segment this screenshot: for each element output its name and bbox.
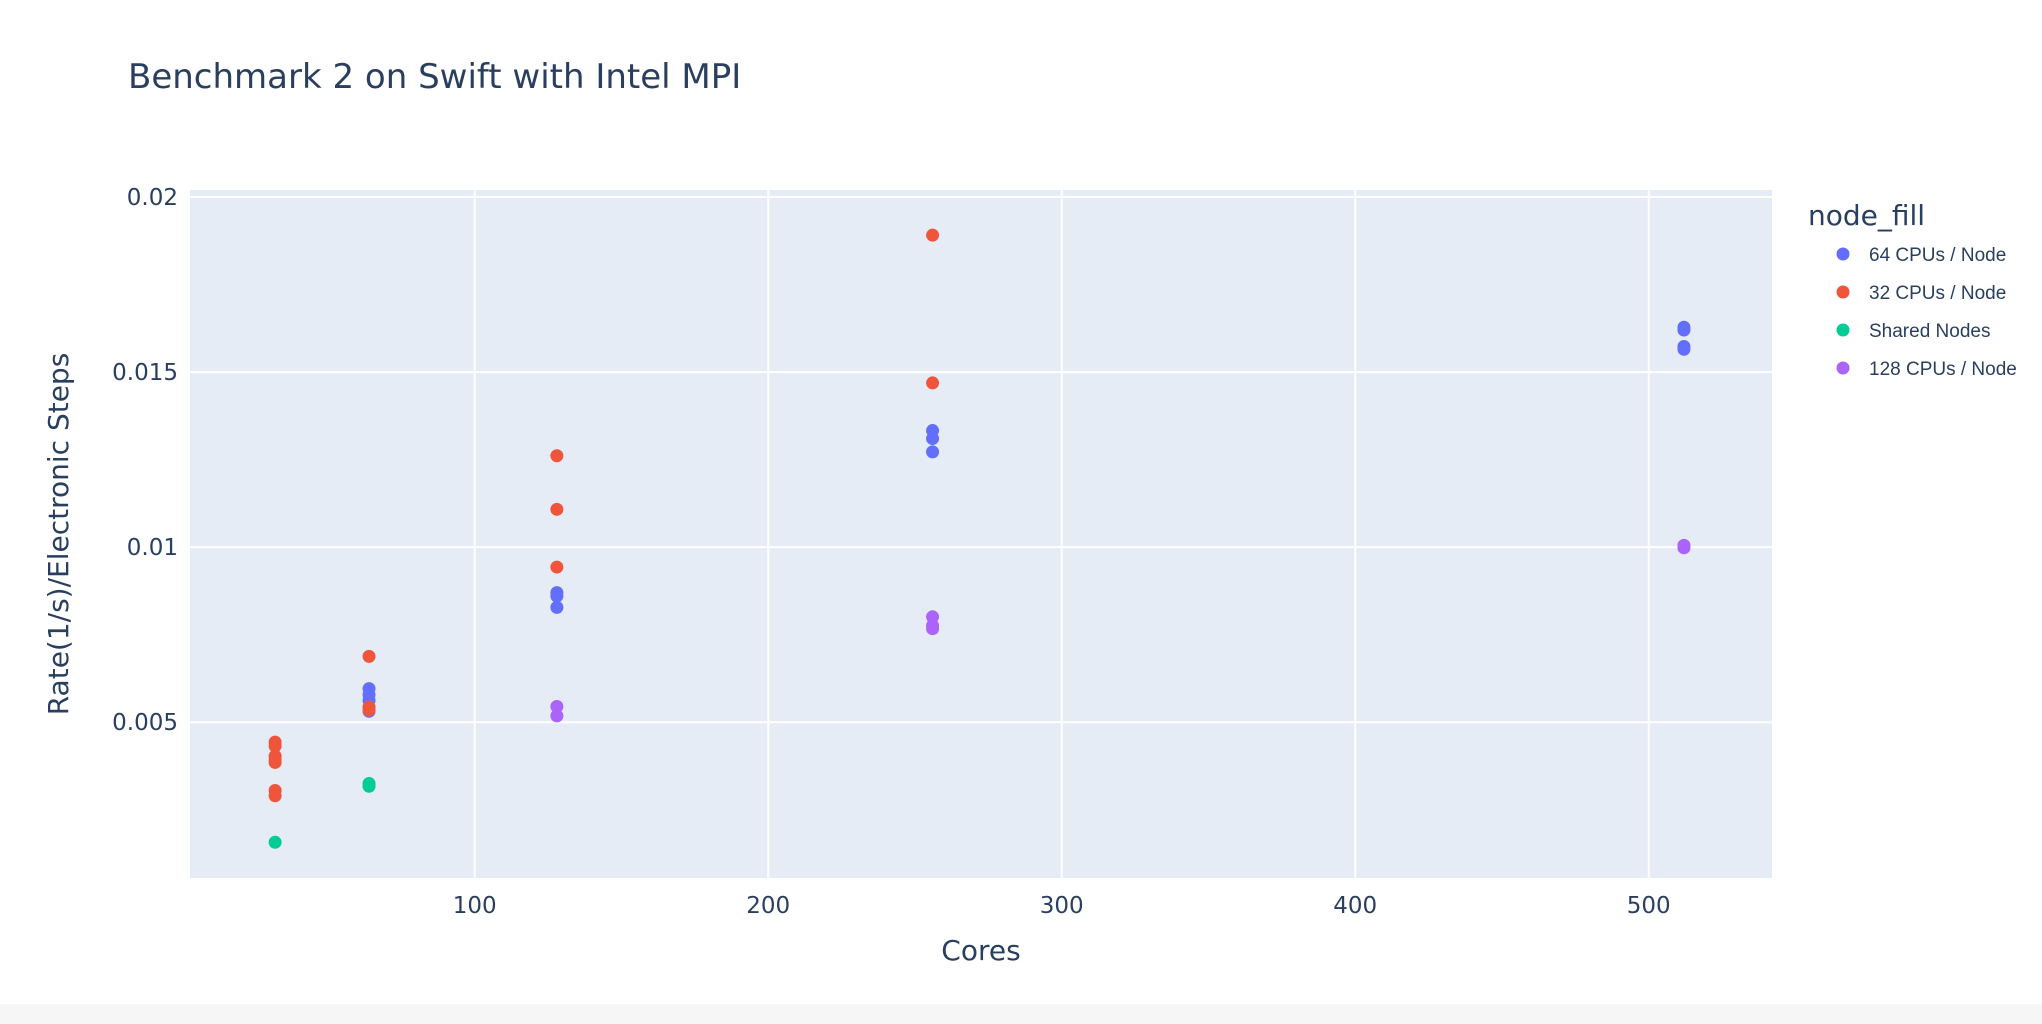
data-point[interactable]: [362, 779, 376, 793]
legend-title: node_fill: [1808, 199, 1925, 232]
legend-item[interactable]: 32 CPUs / Node: [1836, 283, 2007, 304]
x-tick-label: 500: [1627, 893, 1671, 919]
data-point[interactable]: [926, 228, 940, 242]
data-point[interactable]: [550, 589, 564, 603]
y-tick-label: 0.02: [127, 185, 178, 211]
data-point[interactable]: [926, 445, 940, 459]
legend-label: 128 CPUs / Node: [1869, 359, 2017, 380]
bottom-strip: [0, 1004, 2042, 1024]
data-point[interactable]: [1677, 342, 1691, 356]
data-point[interactable]: [550, 709, 564, 723]
data-point[interactable]: [362, 649, 376, 663]
legend[interactable]: node_fill 64 CPUs / Node 32 CPUs / Node Sh…: [1808, 199, 2017, 380]
data-point[interactable]: [1677, 323, 1691, 337]
legend-item[interactable]: 128 CPUs / Node: [1836, 359, 2017, 380]
legend-item[interactable]: Shared Nodes: [1836, 321, 1991, 342]
data-point[interactable]: [1677, 541, 1691, 555]
x-tick-label: 400: [1333, 893, 1377, 919]
x-tick-label: 200: [746, 893, 790, 919]
legend-label: Shared Nodes: [1869, 321, 1990, 342]
grid-layer: [190, 190, 1772, 878]
x-tick-label: 100: [453, 893, 497, 919]
tick-labels: 100 200 300 400 500 0.005 0.01 0.015 0.02: [112, 185, 1671, 919]
data-point[interactable]: [362, 703, 376, 717]
y-tick-label: 0.005: [112, 710, 178, 736]
chart-title: Benchmark 2 on Swift with Intel MPI: [128, 57, 741, 97]
data-point[interactable]: [926, 622, 940, 636]
data-point[interactable]: [550, 502, 564, 516]
data-point[interactable]: [550, 600, 564, 614]
legend-marker: [1836, 285, 1850, 299]
legend-marker: [1836, 323, 1850, 337]
data-point[interactable]: [926, 376, 940, 390]
legend-marker: [1836, 361, 1850, 375]
legend-label: 64 CPUs / Node: [1869, 245, 2006, 266]
data-point[interactable]: [550, 560, 564, 574]
y-axis-title: Rate(1/s)/Electronic Steps: [42, 353, 75, 716]
points-layer: [268, 228, 1691, 849]
legend-item[interactable]: 64 CPUs / Node: [1836, 245, 2007, 266]
y-tick-label: 0.015: [112, 360, 178, 386]
legend-marker: [1836, 247, 1850, 261]
data-point[interactable]: [550, 699, 564, 713]
x-tick-label: 300: [1040, 893, 1084, 919]
data-point[interactable]: [268, 835, 282, 849]
x-axis-title: Cores: [941, 934, 1020, 967]
data-point[interactable]: [926, 432, 940, 446]
data-point[interactable]: [268, 789, 282, 803]
data-point[interactable]: [268, 739, 282, 753]
y-tick-label: 0.01: [127, 535, 178, 561]
plot-area: [190, 190, 1772, 878]
data-point[interactable]: [268, 755, 282, 769]
legend-label: 32 CPUs / Node: [1869, 283, 2006, 304]
data-point[interactable]: [550, 449, 564, 463]
legend-items[interactable]: 64 CPUs / Node 32 CPUs / Node Shared Nodes…: [1836, 245, 2017, 380]
